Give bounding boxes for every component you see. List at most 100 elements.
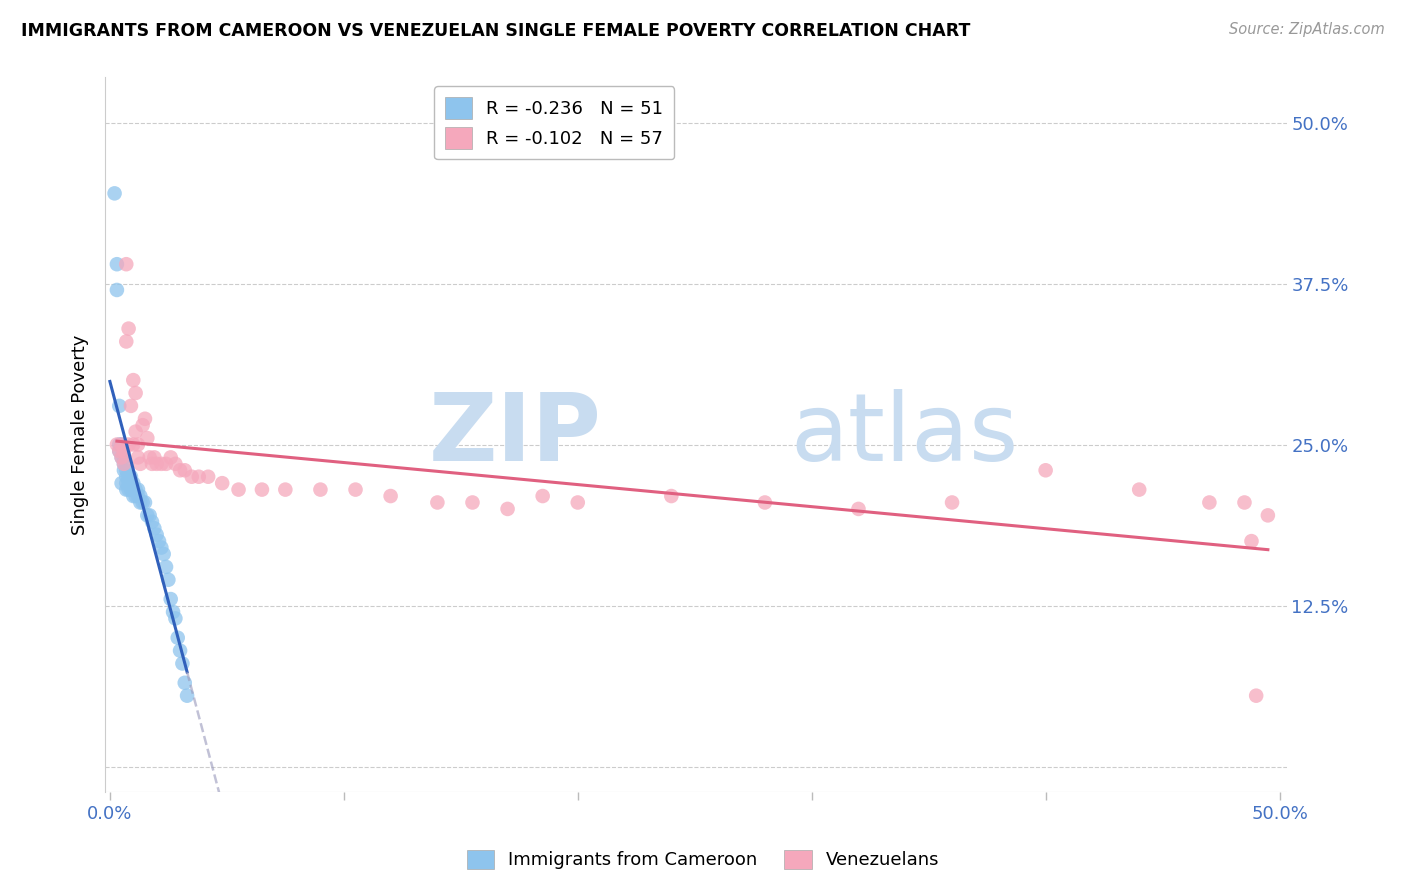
Point (138, 508, 160, 523)
Text: IMMIGRANTS FROM CAMEROON VS VENEZUELAN SINGLE FEMALE POVERTY CORRELATION CHART: IMMIGRANTS FROM CAMEROON VS VENEZUELAN S… (21, 22, 970, 40)
Point (380, 489, 402, 503)
Point (108, 444, 131, 458)
Point (110, 450, 132, 465)
Point (103, 186, 125, 201)
Text: Source: ZipAtlas.com: Source: ZipAtlas.com (1229, 22, 1385, 37)
Point (567, 495, 589, 509)
Point (129, 489, 152, 503)
Point (117, 476, 139, 491)
Point (131, 418, 153, 433)
Point (148, 534, 170, 549)
Point (122, 373, 145, 387)
Point (124, 483, 146, 497)
Point (143, 521, 166, 535)
Point (131, 495, 153, 509)
Point (127, 450, 149, 465)
Point (169, 643, 191, 657)
Point (172, 657, 194, 671)
Point (169, 463, 191, 477)
Point (122, 489, 145, 503)
Point (136, 508, 159, 523)
Point (1233, 495, 1256, 509)
Point (117, 321, 139, 335)
Point (157, 573, 180, 587)
Point (124, 386, 146, 401)
Point (848, 502, 870, 516)
Point (228, 483, 250, 497)
Point (108, 437, 131, 451)
Point (159, 450, 181, 465)
Point (127, 489, 149, 503)
Point (117, 469, 139, 483)
Point (461, 495, 484, 509)
Point (127, 437, 149, 451)
Point (124, 489, 146, 503)
Point (180, 469, 202, 483)
Point (117, 437, 139, 451)
Point (152, 547, 174, 561)
Point (134, 495, 156, 509)
Point (1244, 689, 1267, 703)
Point (145, 457, 167, 471)
Point (496, 502, 519, 516)
Point (1128, 483, 1150, 497)
Point (105, 257, 128, 271)
Point (108, 444, 131, 458)
Point (115, 463, 138, 477)
Point (129, 457, 152, 471)
Point (162, 605, 184, 619)
Point (150, 457, 173, 471)
Point (112, 450, 135, 465)
Text: ZIP: ZIP (429, 389, 602, 481)
Point (159, 592, 181, 607)
Point (115, 469, 138, 483)
Point (124, 425, 146, 439)
Point (120, 483, 142, 497)
Point (155, 560, 177, 574)
Point (115, 257, 138, 271)
Point (754, 495, 776, 509)
Point (173, 463, 195, 477)
Y-axis label: Single Female Poverty: Single Female Poverty (72, 334, 89, 535)
Point (122, 476, 145, 491)
Point (143, 450, 166, 465)
Point (129, 495, 152, 509)
Point (105, 283, 128, 297)
Point (117, 483, 139, 497)
Text: atlas: atlas (790, 389, 1019, 481)
Point (138, 450, 160, 465)
Point (531, 489, 554, 503)
Point (165, 611, 187, 625)
Point (141, 457, 163, 471)
Point (1257, 508, 1279, 523)
Point (110, 450, 132, 465)
Point (659, 489, 682, 503)
Point (166, 631, 188, 645)
Point (120, 469, 142, 483)
Point (112, 457, 135, 471)
Point (127, 483, 149, 497)
Point (115, 483, 138, 497)
Point (112, 444, 135, 458)
Point (187, 469, 209, 483)
Point (134, 411, 156, 425)
Point (426, 495, 449, 509)
Point (110, 437, 132, 451)
Point (309, 483, 332, 497)
Point (120, 476, 142, 491)
Point (115, 334, 138, 349)
Point (122, 483, 145, 497)
Legend: Immigrants from Cameroon, Venezuelans: Immigrants from Cameroon, Venezuelans (457, 840, 949, 879)
Point (155, 457, 177, 471)
Point (108, 399, 131, 413)
Point (165, 457, 187, 471)
Point (1240, 534, 1263, 549)
Point (197, 469, 219, 483)
Point (173, 675, 195, 690)
Point (1198, 495, 1220, 509)
Point (941, 495, 963, 509)
Point (110, 437, 132, 451)
Point (115, 476, 138, 491)
Point (120, 399, 142, 413)
Point (344, 483, 367, 497)
